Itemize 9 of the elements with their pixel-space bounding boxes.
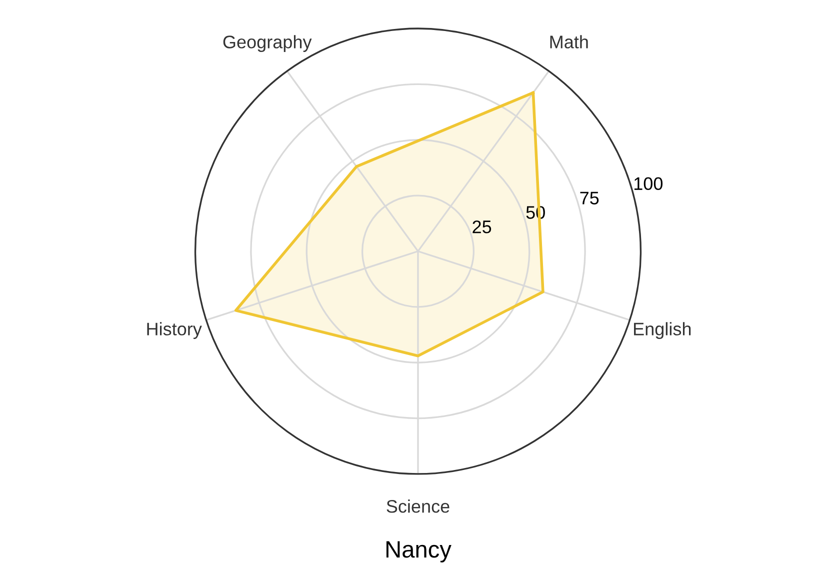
- spoke-label: Math: [550, 35, 588, 48]
- y-tick-label: 75: [580, 192, 599, 204]
- y-tick-label: 100: [634, 177, 663, 190]
- spoke-label: English: [634, 322, 691, 339]
- text: Nancy: [386, 541, 452, 562]
- spoke-label: Science: [386, 500, 450, 513]
- spoke-label: History: [147, 322, 202, 339]
- y-tick-label: 25: [472, 220, 492, 234]
- spoke-label: Geography: [223, 35, 312, 52]
